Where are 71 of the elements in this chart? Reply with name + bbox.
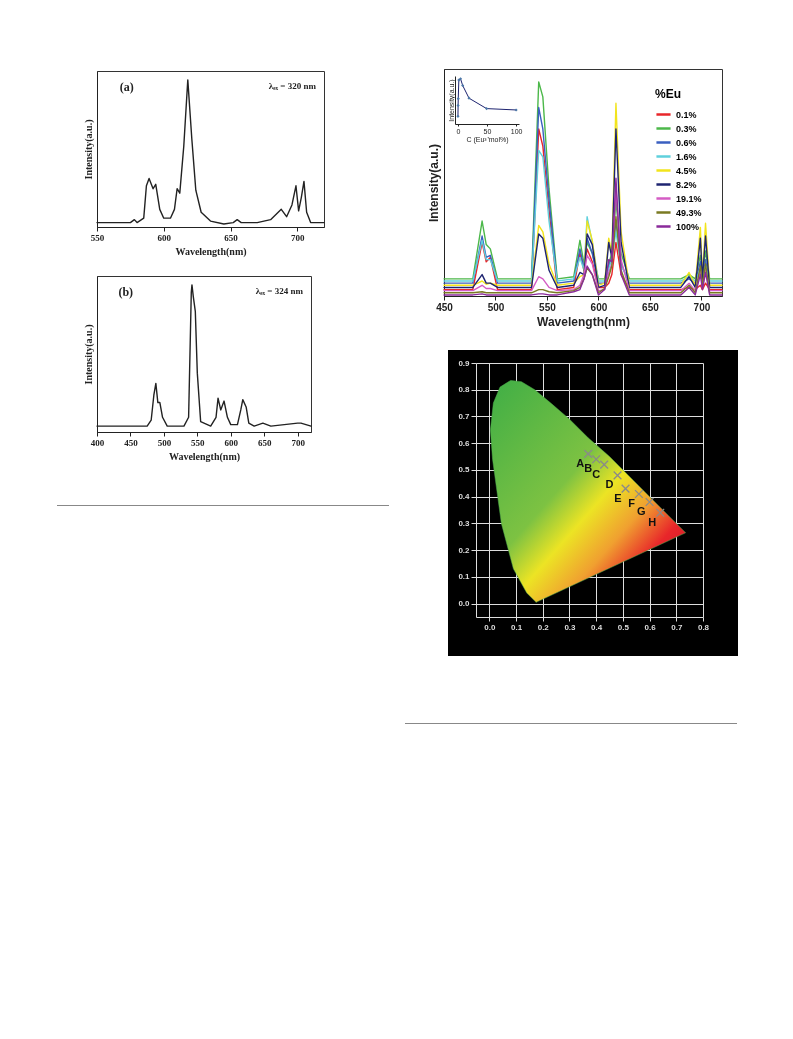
- point: [621, 484, 631, 494]
- legend-label: 19.1%: [676, 193, 702, 204]
- x-tick-label: 700: [693, 301, 711, 313]
- y-tick-label: 0.1: [458, 572, 471, 582]
- y-tick-label: 0.0: [458, 599, 471, 609]
- x-tick-label: 650: [642, 301, 660, 313]
- x-tick-label: 0.5: [617, 622, 630, 632]
- x-tick-label: 0.7: [671, 622, 683, 632]
- x-tick-label: 0.4: [591, 622, 603, 632]
- x-tick-label: 650: [224, 232, 239, 243]
- x-tick-label: 0.8: [697, 622, 710, 632]
- x-tick-label: 650: [257, 437, 272, 448]
- x-tick-label: 450: [436, 301, 454, 313]
- y-axis-title: Intensity(a.u.): [426, 143, 441, 223]
- x-axis-title: Wavelength(nm): [175, 245, 247, 258]
- y-tick-label: 0.2: [458, 545, 471, 555]
- x-tick-label: 0.2: [537, 622, 550, 632]
- legend-label: 49.3%: [676, 207, 702, 218]
- y-tick-label: 0.8: [458, 385, 471, 395]
- point: [583, 449, 593, 459]
- y-axis-title: Intensity(a.u.): [82, 324, 95, 385]
- point: [599, 460, 609, 470]
- annotation: F: [628, 497, 636, 510]
- point: [634, 489, 644, 499]
- legend-label: 0.3%: [676, 123, 697, 134]
- annotation: (b): [118, 284, 134, 299]
- point: [591, 454, 601, 464]
- annotation: C: [592, 467, 601, 480]
- annotation: (a): [119, 79, 134, 94]
- legend-label: 100%: [676, 221, 700, 232]
- annotation: λₑₓ = 324 nm: [255, 285, 304, 296]
- legend-label: 0.1%: [676, 109, 697, 120]
- x-tick-label: 500: [487, 301, 505, 313]
- x-axis-title: Wavelength(nm): [168, 450, 241, 463]
- annotation: G: [637, 505, 646, 518]
- annotation: B: [584, 462, 593, 475]
- point: [613, 470, 623, 480]
- y-tick-label: 0.5: [458, 465, 471, 475]
- annotation: E: [614, 491, 622, 504]
- x-tick-label: 450: [124, 437, 139, 448]
- x-tick-label: 550: [90, 232, 105, 243]
- x-tick-label: 500: [157, 437, 172, 448]
- point: [645, 497, 655, 507]
- y-tick-label: 0.9: [458, 358, 471, 368]
- x-tick-label: 700: [291, 232, 306, 243]
- y-tick-label: 0.7: [458, 411, 471, 421]
- x-tick-label: 0.0: [484, 622, 496, 632]
- x-tick-label: 550: [539, 301, 557, 313]
- annotation: D: [605, 478, 614, 491]
- legend-label: 8.2%: [676, 179, 697, 190]
- x-tick-label: 600: [224, 437, 239, 448]
- point: [655, 508, 665, 518]
- x-tick-label: 0.3: [564, 622, 577, 632]
- legend-label: 1.6%: [676, 151, 697, 162]
- annotation: A: [576, 456, 585, 469]
- y-tick-label: 0.3: [458, 518, 471, 528]
- legend-label: 4.5%: [676, 165, 697, 176]
- x-axis-title: Wavelength(nm): [537, 314, 630, 329]
- legend-title: %Eu: [655, 87, 682, 101]
- annotation: H: [648, 515, 657, 528]
- x-tick-label: 600: [157, 232, 172, 243]
- x-tick-label: 400: [90, 437, 105, 448]
- y-axis-title: Intensity(a.u.): [82, 119, 95, 180]
- y-tick-label: 0.4: [458, 492, 471, 502]
- x-tick-label: 550: [191, 437, 206, 448]
- x-tick-label: 0.6: [644, 622, 657, 632]
- x-tick-label: 0.1: [511, 622, 523, 632]
- legend-label: 0.6%: [676, 137, 697, 148]
- annotation: λₑₓ = 320 nm: [268, 80, 317, 91]
- x-tick-label: 700: [291, 437, 306, 448]
- x-tick-label: 600: [590, 301, 608, 313]
